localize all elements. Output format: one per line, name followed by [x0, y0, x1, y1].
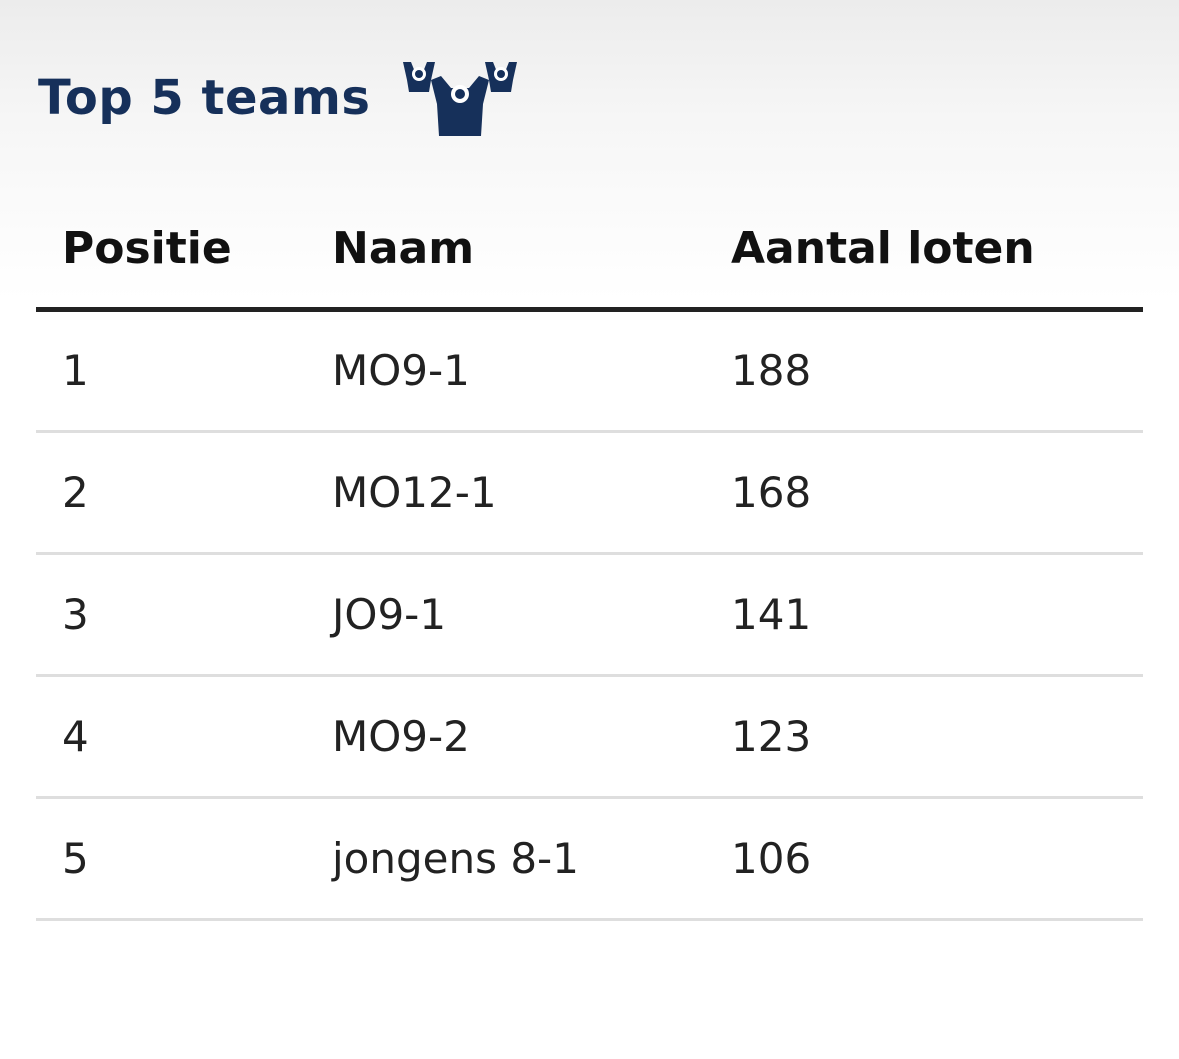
table-row: 2 MO12-1 168: [36, 431, 1143, 555]
top-teams-table-wrapper: Positie Naam Aantal loten 1 MO9-1 188 2 …: [36, 190, 1143, 921]
cell-name: MO9-1: [306, 309, 705, 433]
page-title: Top 5 teams: [38, 70, 371, 126]
cell-position: 1: [36, 309, 306, 433]
column-header-tickets[interactable]: Aantal loten: [705, 190, 1143, 312]
cell-tickets: 106: [705, 797, 1143, 921]
cell-position: 4: [36, 675, 306, 799]
column-header-name[interactable]: Naam: [306, 190, 705, 312]
cell-tickets: 188: [705, 309, 1143, 433]
team-players-icon: [402, 62, 517, 136]
cell-position: 3: [36, 553, 306, 677]
column-header-position[interactable]: Positie: [36, 190, 306, 312]
table-row: 3 JO9-1 141: [36, 553, 1143, 677]
cell-name: jongens 8-1: [306, 797, 705, 921]
table-row: 5 jongens 8-1 106: [36, 797, 1143, 921]
cell-tickets: 168: [705, 431, 1143, 555]
cell-tickets: 123: [705, 675, 1143, 799]
cell-position: 2: [36, 431, 306, 555]
header: Top 5 teams: [38, 58, 519, 138]
cell-tickets: 141: [705, 553, 1143, 677]
top-teams-table: Positie Naam Aantal loten 1 MO9-1 188 2 …: [36, 190, 1143, 921]
cell-name: JO9-1: [306, 553, 705, 677]
table-row: 4 MO9-2 123: [36, 675, 1143, 799]
table-row: 1 MO9-1 188: [36, 309, 1143, 433]
cell-position: 5: [36, 797, 306, 921]
cell-name: MO9-2: [306, 675, 705, 799]
cell-name: MO12-1: [306, 431, 705, 555]
table-header-row: Positie Naam Aantal loten: [36, 190, 1143, 312]
